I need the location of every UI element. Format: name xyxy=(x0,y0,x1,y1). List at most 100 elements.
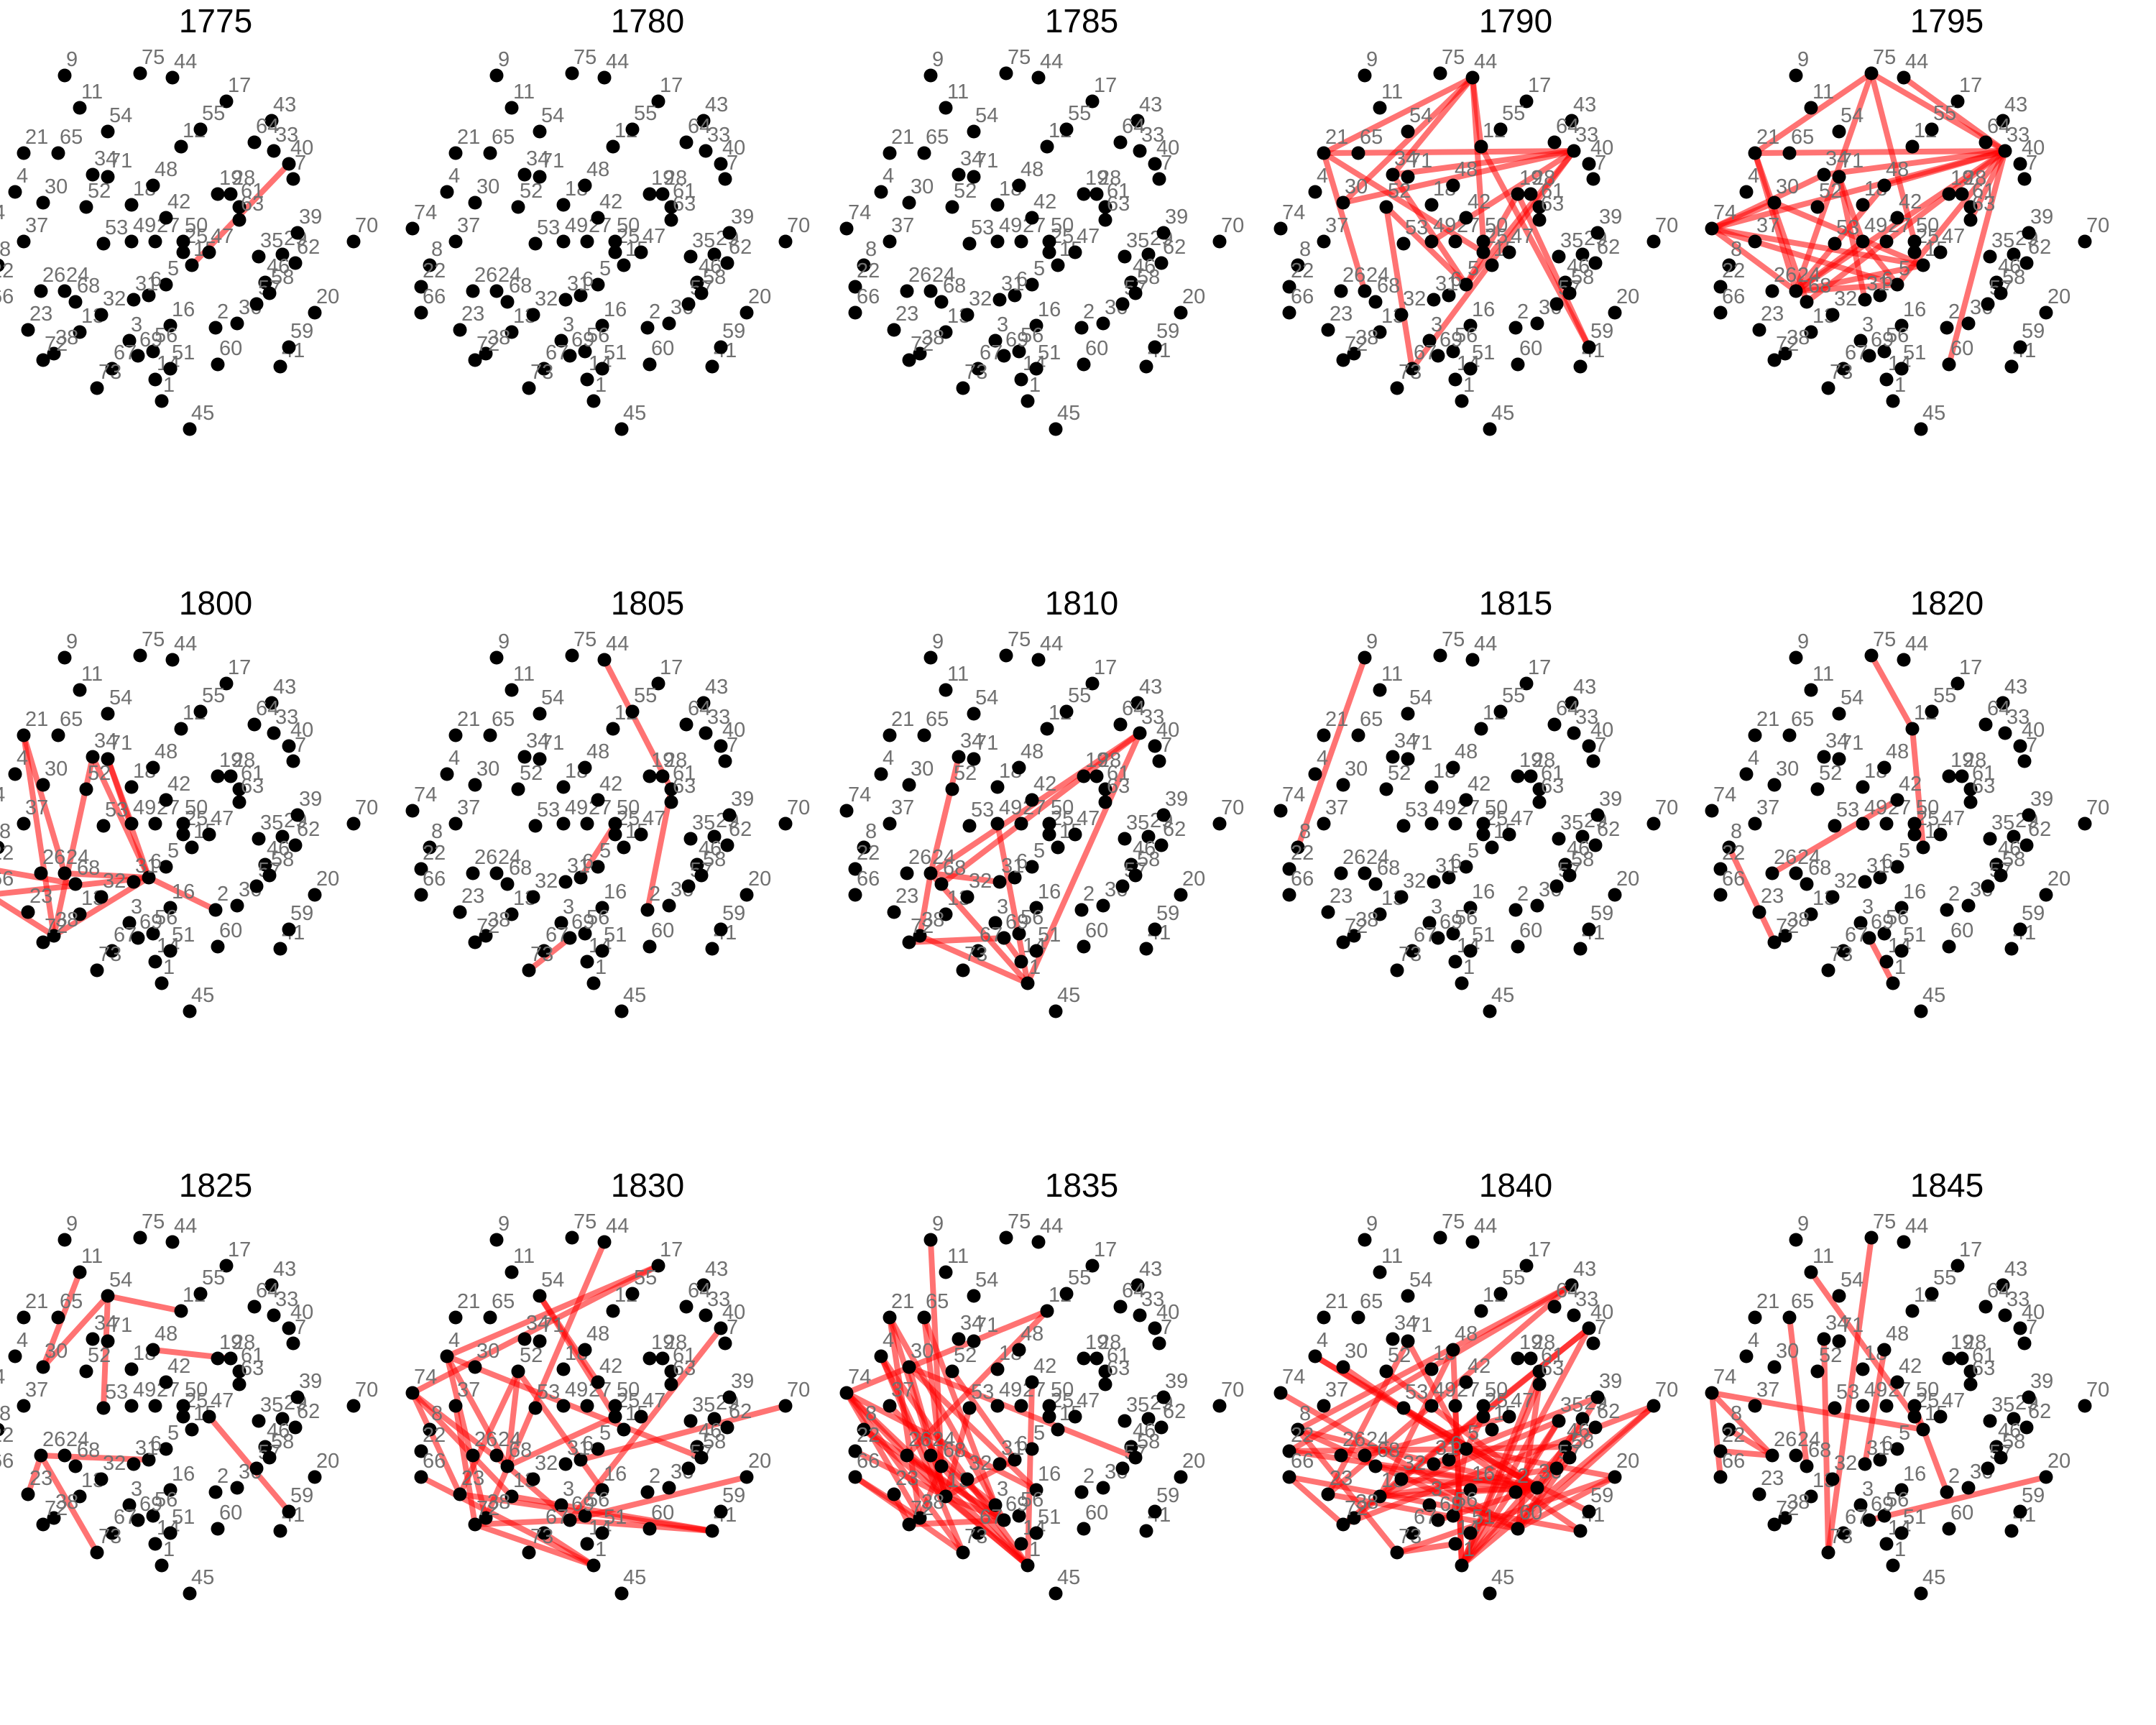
node-label-56: 56 xyxy=(1455,1489,1478,1512)
node-label-30: 30 xyxy=(911,1340,934,1363)
node-30 xyxy=(36,778,50,792)
edge-68-38 xyxy=(917,1463,944,1521)
node-label-75: 75 xyxy=(573,628,596,651)
node-25 xyxy=(1476,827,1491,842)
node-33 xyxy=(267,1308,281,1322)
node-9 xyxy=(923,650,938,665)
node-29 xyxy=(275,829,290,844)
node-label-71: 71 xyxy=(109,1314,132,1337)
edge-14-73 xyxy=(1394,1541,1458,1555)
node-34 xyxy=(1817,750,1831,764)
node-label-54: 54 xyxy=(541,104,564,127)
node-63 xyxy=(1098,213,1112,227)
node-label-65: 65 xyxy=(926,126,949,149)
node-label-24: 24 xyxy=(932,264,955,287)
node-label-49: 49 xyxy=(1864,796,1887,819)
node-17 xyxy=(1950,676,1965,691)
node-label-16: 16 xyxy=(1038,1463,1061,1486)
node-37 xyxy=(448,234,463,249)
node-54 xyxy=(533,1289,547,1303)
node-56 xyxy=(1877,926,1892,941)
node-37 xyxy=(448,816,463,831)
node-label-21: 21 xyxy=(1325,1290,1348,1313)
node-label-39: 39 xyxy=(2030,788,2053,811)
node-label-68: 68 xyxy=(943,857,966,880)
node-52 xyxy=(945,782,959,796)
node-label-61: 61 xyxy=(241,762,264,785)
node-45 xyxy=(1483,1586,1497,1601)
node-75 xyxy=(133,648,147,663)
node-46 xyxy=(258,857,272,872)
node-label-33: 33 xyxy=(2007,706,2030,729)
edge-74-15 xyxy=(1709,1390,1926,1432)
node-label-60: 60 xyxy=(1950,337,1973,360)
edge-9-8 xyxy=(1295,655,1368,850)
node-16 xyxy=(1463,318,1478,333)
node-label-51: 51 xyxy=(604,924,627,947)
node-62 xyxy=(288,256,303,270)
node-53 xyxy=(1828,819,1842,833)
node-28 xyxy=(224,1351,238,1366)
node-label-26: 26 xyxy=(1342,264,1365,287)
node-17 xyxy=(1085,1259,1100,1273)
node-19 xyxy=(211,1351,225,1366)
node-36 xyxy=(1961,316,1976,331)
node-label-3: 3 xyxy=(1431,1478,1442,1501)
node-46 xyxy=(1989,275,2004,290)
node-16 xyxy=(1894,901,1909,915)
node-56 xyxy=(1877,344,1892,359)
node-label-45: 45 xyxy=(191,984,214,1007)
node-label-19: 19 xyxy=(219,749,242,772)
node-label-19: 19 xyxy=(1519,167,1542,190)
node-65 xyxy=(483,728,497,742)
node-44 xyxy=(165,70,180,85)
node-label-71: 71 xyxy=(975,1314,998,1337)
node-68 xyxy=(1800,1459,1814,1473)
node-label-20: 20 xyxy=(1616,285,1639,308)
node-68 xyxy=(1368,877,1383,891)
node-36 xyxy=(1961,898,1976,913)
node-label-74: 74 xyxy=(848,201,871,224)
node-52 xyxy=(1810,200,1825,214)
node-label-34: 34 xyxy=(1825,1312,1848,1335)
node-label-48: 48 xyxy=(1886,740,1909,763)
node-65 xyxy=(51,146,65,160)
node-44 xyxy=(597,653,612,667)
node-22 xyxy=(848,280,862,294)
node-label-40: 40 xyxy=(1156,1301,1179,1324)
node-9 xyxy=(923,1233,938,1247)
node-20 xyxy=(308,1470,322,1484)
node-63 xyxy=(1098,795,1112,809)
node-18 xyxy=(1856,780,1870,794)
node-label-46: 46 xyxy=(1567,1420,1590,1443)
node-label-39: 39 xyxy=(2030,206,2053,229)
node-61 xyxy=(1098,782,1112,796)
node-62 xyxy=(288,838,303,852)
node-label-4: 4 xyxy=(448,1329,460,1352)
node-label-70: 70 xyxy=(1221,1379,1244,1402)
node-1 xyxy=(1021,394,1035,408)
edge-12-15 xyxy=(1909,726,1926,850)
node-label-31: 31 xyxy=(1866,272,1889,295)
node-label-70: 70 xyxy=(355,214,378,237)
node-31 xyxy=(558,875,573,889)
node-label-6: 6 xyxy=(1881,1432,1893,1455)
node-72 xyxy=(36,1517,50,1532)
node-41 xyxy=(273,359,287,374)
node-65 xyxy=(1351,146,1365,160)
node-label-6: 6 xyxy=(582,1432,594,1455)
node-29 xyxy=(1141,1412,1156,1426)
node-label-73: 73 xyxy=(530,361,553,384)
node-label-2: 2 xyxy=(1517,883,1529,906)
node-27 xyxy=(1879,816,1894,831)
node-label-60: 60 xyxy=(1085,919,1108,942)
nodes: 1234567891112131415161718192021222324252… xyxy=(0,46,378,436)
node-16 xyxy=(1029,901,1044,915)
node-36 xyxy=(1961,1481,1976,1495)
edge-65-68 xyxy=(1787,1315,1810,1469)
node-60 xyxy=(1511,357,1525,372)
node-8 xyxy=(423,1422,437,1437)
node-9 xyxy=(923,68,938,83)
node-label-59: 59 xyxy=(1156,1484,1179,1507)
node-48 xyxy=(1012,1343,1026,1357)
